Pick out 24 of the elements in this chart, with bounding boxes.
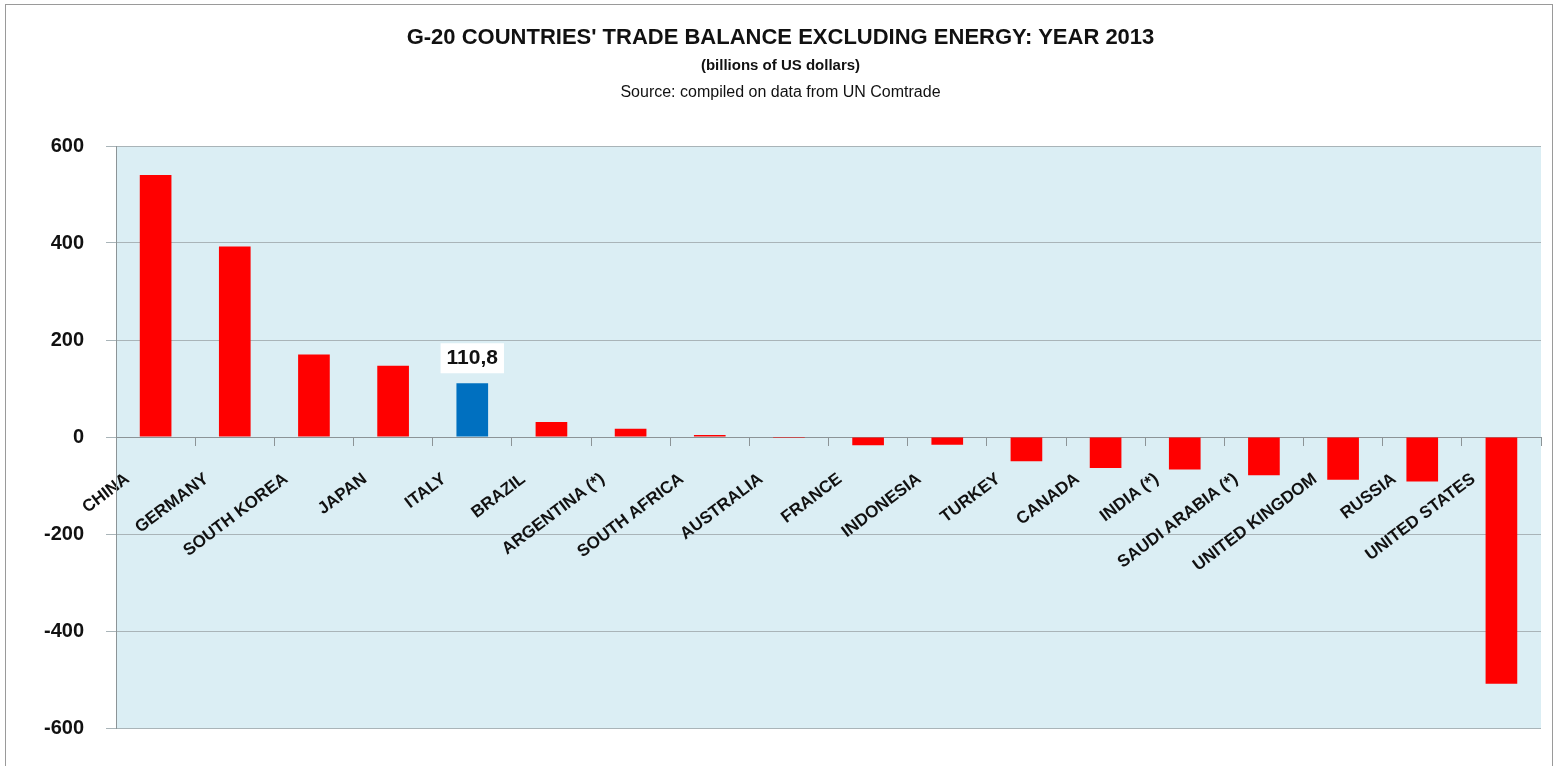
bar xyxy=(377,365,409,437)
data-label: 110,8 xyxy=(446,345,499,369)
bar xyxy=(614,428,647,437)
chart-subtitle: (billions of US dollars) xyxy=(699,56,862,73)
bar xyxy=(535,421,568,437)
chart-title: G-20 COUNTRIES' TRADE BALANCE EXCLUDING ENERGY: YEAR 2013 xyxy=(405,24,1156,50)
y-tick-label: 0 xyxy=(72,424,85,447)
bar xyxy=(852,437,884,446)
y-tick-label: -600 xyxy=(44,715,85,738)
source-note: Source: compiled on data from UN Comtrade xyxy=(619,83,942,101)
bar xyxy=(139,175,172,437)
bar xyxy=(1485,437,1518,684)
bar xyxy=(456,383,489,437)
y-tick-label: 600 xyxy=(50,133,85,156)
y-tick-label: 200 xyxy=(50,327,85,350)
bar xyxy=(218,246,251,437)
bar xyxy=(931,437,964,445)
bar xyxy=(298,354,330,437)
y-tick-label: 400 xyxy=(50,230,85,253)
bar xyxy=(1010,437,1043,462)
y-tick-label: -200 xyxy=(44,521,85,544)
bar xyxy=(1168,437,1201,470)
y-tick-label: -400 xyxy=(44,618,85,641)
bar xyxy=(1089,437,1122,469)
